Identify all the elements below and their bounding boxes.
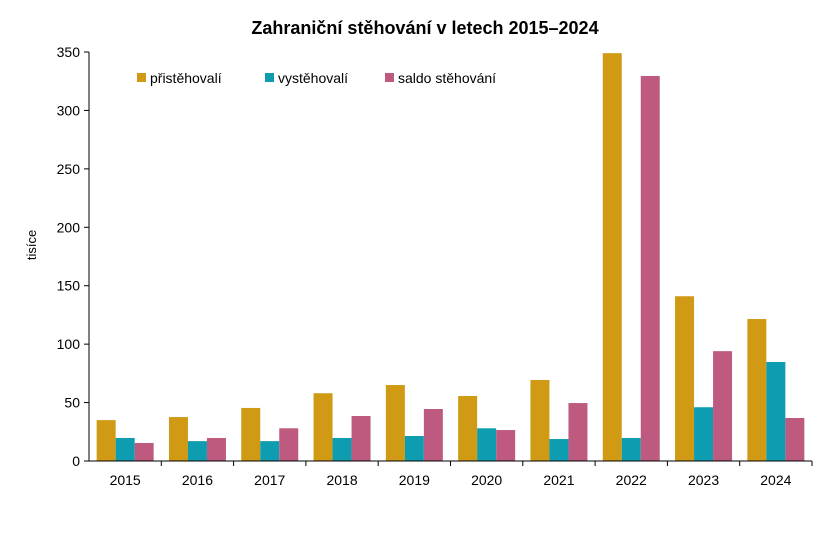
legend-swatch-1 [265, 73, 274, 82]
y-tick-label: 250 [57, 161, 81, 177]
bar-2017-0 [241, 407, 261, 461]
x-tick-label: 2016 [182, 472, 213, 488]
x-tick-label: 2022 [616, 472, 647, 488]
bar-2016-1 [187, 441, 207, 461]
legend-label-0: přistěhovalí [150, 70, 222, 86]
bar-2023-2 [713, 351, 733, 461]
bar-2018-0 [313, 393, 333, 461]
bar-2021-2 [568, 403, 588, 461]
bar-2016-2 [206, 437, 226, 461]
bar-2017-1 [260, 441, 280, 461]
bar-2020-0 [458, 396, 478, 461]
legend-swatch-0 [137, 73, 146, 82]
bar-2015-0 [96, 420, 116, 461]
x-tick-label: 2023 [688, 472, 719, 488]
bar-2023-0 [675, 296, 695, 461]
bar-2017-2 [279, 428, 299, 461]
bar-2023-1 [694, 407, 714, 461]
bar-2018-2 [351, 416, 371, 461]
x-tick-label: 2017 [254, 472, 285, 488]
y-tick-label: 150 [57, 278, 81, 294]
y-tick-label: 100 [57, 336, 81, 352]
bar-2022-1 [621, 437, 641, 461]
legend-label-1: vystěhovalí [278, 70, 348, 86]
y-tick-label: 300 [57, 102, 81, 118]
bar-2021-0 [530, 380, 550, 461]
y-tick-label: 350 [57, 44, 81, 60]
x-tick-label: 2018 [326, 472, 357, 488]
bar-2024-2 [785, 417, 805, 461]
bar-2019-0 [385, 385, 405, 461]
bar-2024-0 [747, 319, 767, 461]
bar-2022-2 [640, 75, 660, 461]
y-tick-label: 50 [64, 395, 80, 411]
bar-2019-1 [404, 435, 424, 461]
bar-2015-1 [115, 437, 135, 461]
bar-2022-0 [602, 53, 622, 461]
chart-title: Zahraniční stěhování v letech 2015–2024 [251, 18, 598, 38]
bar-2021-1 [549, 439, 569, 461]
bar-2019-2 [423, 408, 443, 461]
bar-2024-1 [766, 362, 786, 461]
y-tick-label: 200 [57, 219, 81, 235]
x-tick-label: 2019 [399, 472, 430, 488]
x-tick-label: 2021 [543, 472, 574, 488]
x-tick-label: 2024 [760, 472, 791, 488]
legend-swatch-2 [385, 73, 394, 82]
x-tick-label: 2015 [110, 472, 141, 488]
bar-2020-2 [496, 430, 516, 461]
bar-2018-1 [332, 437, 352, 461]
bar-2016-0 [168, 417, 188, 461]
y-axis-label: tisíce [24, 230, 39, 260]
y-tick-label: 0 [72, 453, 80, 469]
legend-label-2: saldo stěhování [398, 70, 496, 86]
bar-2015-2 [134, 443, 154, 461]
bar-2020-1 [477, 428, 497, 461]
x-tick-label: 2020 [471, 472, 502, 488]
